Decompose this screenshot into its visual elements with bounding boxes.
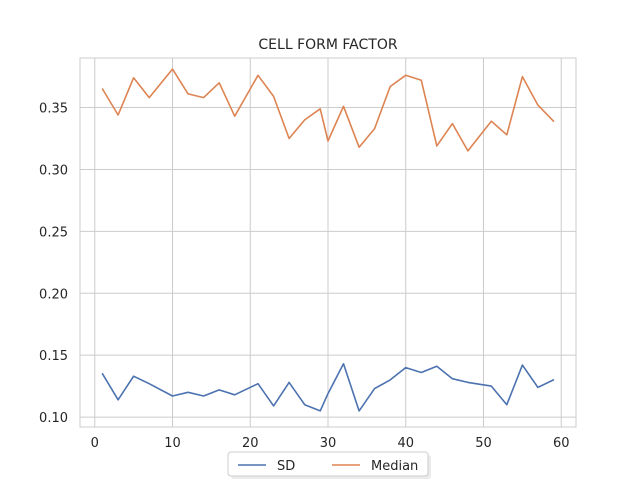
- x-tick-label: 30: [320, 436, 337, 451]
- legend: SD Median: [227, 451, 431, 479]
- x-tick-label: 60: [553, 436, 570, 451]
- y-tick-label: 0.15: [39, 349, 68, 364]
- legend-label-median: Median: [371, 459, 418, 474]
- y-axis: 0.10 0.15 0.20 0.25 0.30 0.35: [39, 102, 68, 427]
- chart-title: CELL FORM FACTOR: [258, 37, 397, 53]
- y-tick-label: 0.10: [39, 411, 68, 426]
- y-tick-label: 0.30: [39, 163, 68, 178]
- y-tick-label: 0.20: [39, 287, 68, 302]
- x-axis: 0 10 20 30 40 50 60: [91, 436, 570, 451]
- x-tick-label: 20: [242, 436, 259, 451]
- x-tick-label: 0: [91, 436, 99, 451]
- x-tick-label: 10: [164, 436, 181, 451]
- x-tick-label: 50: [475, 436, 492, 451]
- grid: [80, 58, 576, 427]
- series-line-sd: [101, 362, 555, 412]
- legend-box: [227, 451, 429, 477]
- y-tick-label: 0.25: [39, 225, 68, 240]
- series-lines: [101, 68, 555, 412]
- x-tick-label: 40: [397, 436, 414, 451]
- y-tick-label: 0.35: [39, 102, 68, 117]
- plot-frame: [79, 57, 577, 428]
- legend-label-sd: SD: [277, 459, 295, 474]
- series-line-median: [101, 68, 555, 152]
